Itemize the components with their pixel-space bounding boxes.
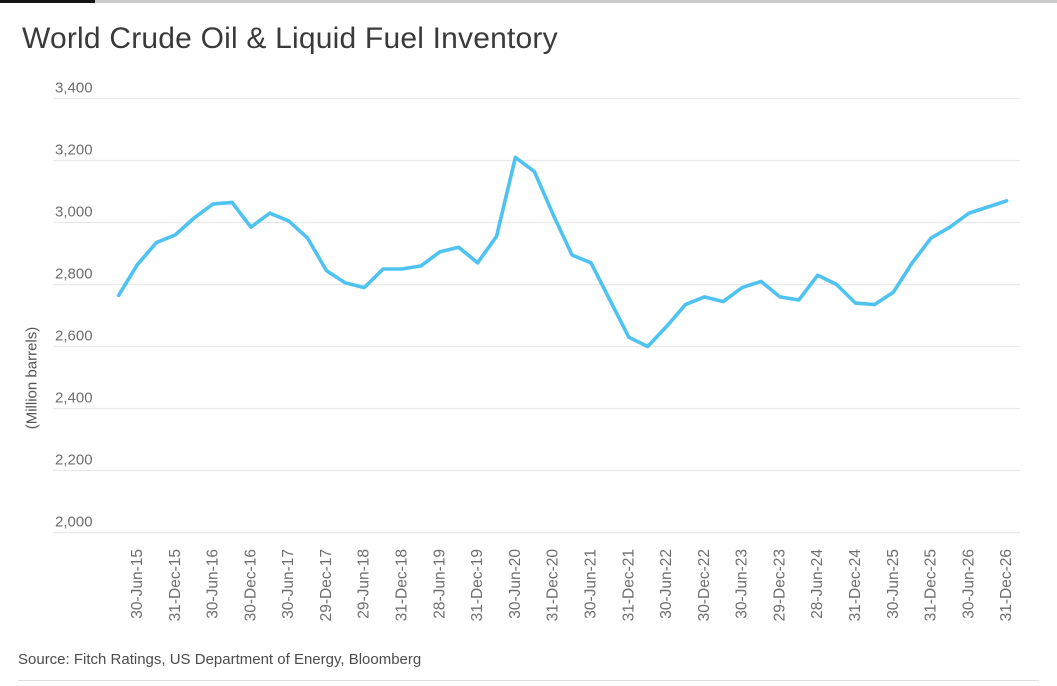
- x-axis-tick-label: 30-Jun-17: [280, 549, 297, 619]
- x-axis-tick-label: 29-Jun-18: [356, 549, 373, 619]
- page-top-progress-bar: [0, 0, 1057, 3]
- x-axis-tick-label: 31-Dec-24: [847, 549, 864, 622]
- progress-bar-fill: [0, 0, 95, 3]
- y-axis-tick-label: 2,600: [55, 328, 93, 345]
- x-axis-tick-label: 30-Jun-26: [960, 549, 977, 619]
- x-axis-tick-label: 30-Jun-20: [507, 549, 524, 619]
- series-line: [116, 155, 1009, 349]
- y-axis-tick-label: 2,800: [55, 266, 93, 283]
- x-axis-tick-label: 30-Jun-22: [658, 549, 675, 619]
- x-axis-tick-label: 31-Dec-15: [167, 549, 184, 621]
- y-axis-tick-label: 3,200: [55, 142, 93, 159]
- chart-title: World Crude Oil & Liquid Fuel Inventory: [22, 22, 558, 55]
- x-axis-tick-label: 29-Dec-17: [318, 549, 335, 621]
- x-axis-tick-label: 28-Jun-19: [431, 549, 448, 619]
- x-axis-tick-label: 30-Dec-16: [242, 549, 259, 621]
- x-axis-tick-label: 28-Jun-24: [809, 549, 826, 619]
- x-axis-tick-label: 31-Dec-21: [620, 549, 637, 621]
- y-axis-tick-label: 2,200: [55, 452, 93, 469]
- y-axis-tick-label: 2,000: [55, 514, 93, 531]
- y-axis-tick-label: 2,400: [55, 390, 93, 407]
- x-axis-tick-label: 30-Dec-22: [696, 549, 713, 621]
- x-axis-tick-label: 30-Jun-25: [885, 549, 902, 619]
- x-axis-tick-label: 30-Jun-21: [582, 549, 599, 619]
- y-axis-tick-label: 3,400: [55, 80, 93, 97]
- source-note: Source: Fitch Ratings, US Department of …: [18, 651, 422, 668]
- x-axis-tick-label: 31-Dec-25: [923, 549, 940, 621]
- x-axis-tick-label: 31-Dec-19: [469, 549, 486, 621]
- x-axis-tick-label: 31-Dec-18: [394, 549, 411, 621]
- progress-bar-track: [95, 0, 1057, 3]
- y-axis-title: (Million barrels): [24, 327, 41, 430]
- x-axis-tick-label: 30-Jun-23: [734, 549, 751, 619]
- x-axis-tick-label: 30-Jun-16: [205, 549, 222, 619]
- bottom-divider: [18, 680, 1039, 681]
- x-axis-tick-label: 29-Dec-23: [771, 549, 788, 621]
- x-axis-tick-label: 31-Dec-26: [998, 549, 1015, 621]
- x-axis-tick-label: 31-Dec-20: [545, 549, 562, 622]
- x-axis-tick-label: 30-Jun-15: [129, 549, 146, 619]
- y-axis-tick-label: 3,000: [55, 204, 93, 221]
